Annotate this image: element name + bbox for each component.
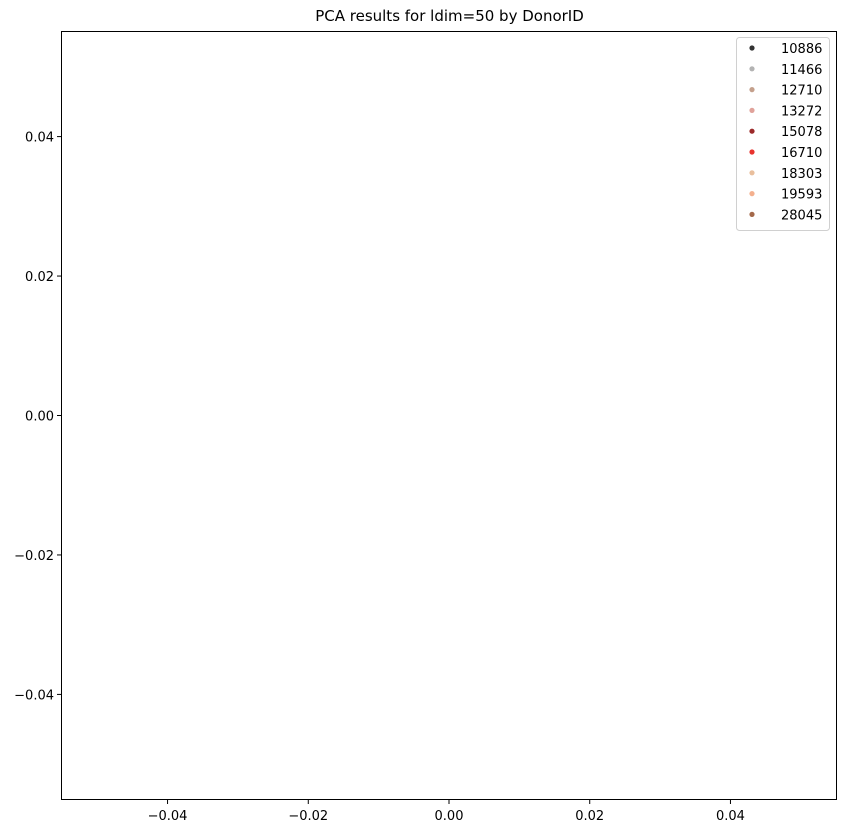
- legend-entry-label: 18303: [781, 167, 822, 182]
- y-axis-ticks: −0.04 −0.02 0.00 0.02 0.04: [14, 131, 62, 703]
- legend-entry-label: 11466: [781, 63, 822, 78]
- y-tick-label: −0.04: [14, 688, 54, 703]
- y-tick-label: 0.02: [25, 270, 54, 285]
- legend-entry-label: 16710: [781, 146, 822, 161]
- legend-entry-label: 12710: [781, 84, 822, 99]
- legend-marker: [749, 87, 755, 93]
- legend-entry-label: 10886: [781, 42, 822, 57]
- legend-box: [736, 37, 830, 231]
- legend-marker: [749, 191, 755, 197]
- legend-marker: [749, 149, 755, 155]
- chart-title: PCA results for ldim=50 by DonorID: [315, 7, 584, 25]
- legend-entry-label: 15078: [781, 125, 822, 140]
- legend-entry-label: 13272: [781, 104, 822, 119]
- legend: 10886 11466 12710 13272 15078 16710 18303 19593…: [736, 37, 830, 231]
- x-tick-label: 0.02: [575, 809, 604, 824]
- legend-marker: [749, 170, 755, 176]
- x-tick-label: −0.04: [148, 809, 188, 824]
- legend-marker: [749, 107, 755, 113]
- legend-marker: [749, 211, 755, 217]
- y-tick-label: 0.00: [25, 410, 54, 425]
- plot-area: [61, 31, 837, 800]
- y-tick-label: −0.02: [14, 549, 54, 564]
- legend-marker: [749, 66, 755, 72]
- y-tick-label: 0.04: [25, 131, 54, 146]
- x-tick-label: 0.00: [435, 809, 464, 824]
- x-tick-label: −0.02: [288, 809, 328, 824]
- x-tick-label: 0.04: [716, 809, 745, 824]
- x-axis-ticks: −0.04 −0.02 0.00 0.02 0.04: [148, 799, 745, 824]
- legend-marker: [749, 45, 755, 51]
- legend-marker: [749, 128, 755, 134]
- legend-entry-label: 28045: [781, 208, 822, 223]
- legend-entry-label: 19593: [781, 188, 822, 203]
